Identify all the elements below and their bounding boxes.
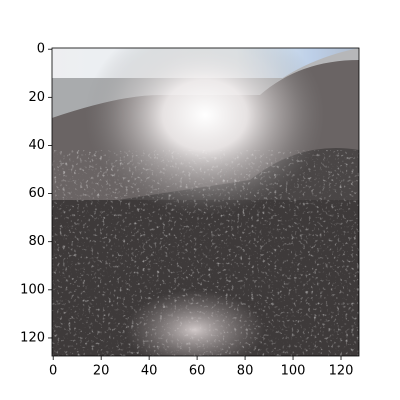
y-tick-label: 100 bbox=[20, 282, 45, 297]
y-tick-label: 40 bbox=[28, 138, 45, 153]
x-tick-label: 80 bbox=[237, 364, 254, 379]
image bbox=[52, 48, 359, 356]
x-tick-label: 100 bbox=[281, 364, 306, 379]
y-tick-label: 20 bbox=[28, 90, 45, 105]
x-tick-label: 40 bbox=[141, 364, 158, 379]
y-tick-label: 80 bbox=[28, 234, 45, 249]
x-tick-label: 0 bbox=[49, 364, 57, 379]
y-tick-label: 60 bbox=[28, 186, 45, 201]
y-tick-label: 0 bbox=[37, 42, 45, 57]
axes-frame bbox=[51, 47, 360, 357]
x-tick-label: 60 bbox=[189, 364, 206, 379]
y-tick-label: 120 bbox=[20, 330, 45, 345]
x-tick-label: 120 bbox=[329, 364, 354, 379]
x-tick-label: 20 bbox=[93, 364, 110, 379]
